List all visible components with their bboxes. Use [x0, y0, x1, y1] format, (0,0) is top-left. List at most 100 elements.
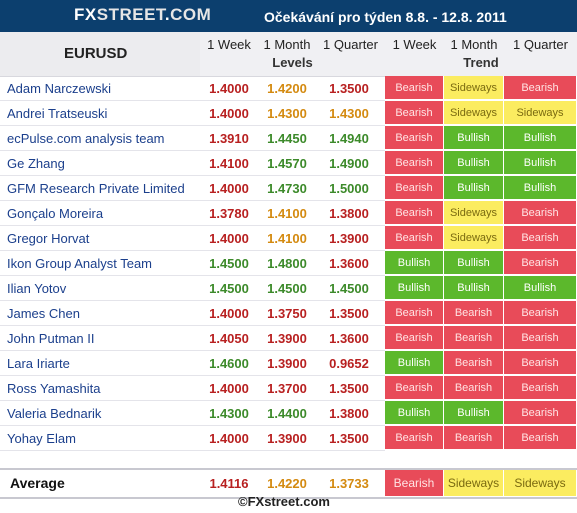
level-value: 1.4600 [209, 356, 249, 371]
level-value: 1.3780 [209, 206, 249, 221]
trend-badge: Bearish [444, 376, 504, 400]
level-value: 1.4800 [267, 256, 307, 271]
level-value: 1.3900 [267, 331, 307, 346]
level-value: 1.4100 [209, 156, 249, 171]
trend-badge: Bearish [504, 226, 577, 250]
analyst-name[interactable]: Gregor Horvat [7, 231, 90, 246]
trend-badge: Bearish [504, 301, 577, 325]
analyst-name[interactable]: ecPulse.com analysis team [7, 131, 165, 146]
analyst-name[interactable]: Adam Narczewski [7, 81, 112, 96]
trend-badge: Bearish [504, 76, 577, 100]
level-value: 1.4000 [209, 181, 249, 196]
row-divider [0, 250, 385, 251]
analyst-name[interactable]: Ilian Yotov [7, 281, 67, 296]
level-value: 1.4000 [209, 306, 249, 321]
trend-badge: Sideways [444, 101, 504, 125]
level-value: 1.4500 [209, 256, 249, 271]
trend-badge: Bullish [444, 151, 504, 175]
level-value: 1.3700 [267, 381, 307, 396]
level-value: 1.3500 [329, 306, 369, 321]
trend-badge: Bullish [444, 126, 504, 150]
trend-badge: Bearish [504, 401, 577, 425]
header-bar: FXSTREET.COM Očekávání pro týden 8.8. - … [0, 0, 577, 32]
trend-1week-header: 1 Week [392, 37, 437, 52]
fxstreet-logo[interactable]: FXSTREET.COM [74, 5, 212, 24]
trend-badge: Bullish [385, 276, 444, 300]
level-value: 1.3600 [329, 256, 369, 271]
level-value: 1.4100 [267, 231, 307, 246]
level-value: 1.3600 [329, 331, 369, 346]
level-value: 1.4900 [329, 156, 369, 171]
table-row: Gonçalo Moreira 1.3780 1.4100 1.3800 Bearish… [0, 201, 577, 226]
row-divider [0, 175, 385, 176]
level-value: 1.4000 [209, 81, 249, 96]
row-divider [0, 350, 385, 351]
row-divider [0, 150, 385, 151]
table-row: Andrei Tratseuski 1.4000 1.4300 1.4300 Beari… [0, 101, 577, 126]
levels-1week-header: 1 Week [207, 37, 251, 52]
trend-badge: Sideways [504, 101, 577, 125]
copyright-notice: ©FXstreet.com [238, 494, 330, 509]
trend-badge: Bullish [385, 251, 444, 275]
trend-badge: Bearish [385, 301, 444, 325]
analyst-name[interactable]: Andrei Tratseuski [7, 106, 108, 121]
analyst-name[interactable]: Valeria Bednarik [7, 406, 102, 421]
average-row: Average 1.4116 1.4220 1.3733 Bearish Sid… [0, 468, 577, 499]
analyst-name[interactable]: Lara Iriarte [7, 356, 70, 371]
level-value: 1.4300 [267, 106, 307, 121]
average-1month-level: 1.4220 [267, 476, 307, 491]
trend-badge: Bearish [504, 426, 577, 450]
trend-1quarter-header: 1 Quarter [513, 37, 568, 52]
analyst-name[interactable]: Gonçalo Moreira [7, 206, 104, 221]
level-value: 1.3900 [267, 431, 307, 446]
analyst-name[interactable]: Yohay Elam [7, 431, 76, 446]
analyst-name[interactable]: Ge Zhang [7, 156, 65, 171]
table-row: GFM Research Private Limited 1.4000 1.4730… [0, 176, 577, 201]
level-value: 1.4000 [209, 231, 249, 246]
analyst-name[interactable]: John Putman II [7, 331, 95, 346]
row-divider [0, 450, 385, 451]
level-value: 0.9652 [329, 356, 369, 371]
trend-badge: Bearish [444, 351, 504, 375]
levels-group-header: Levels [272, 55, 313, 70]
level-value: 1.3900 [329, 231, 369, 246]
trend-badge: Bearish [444, 301, 504, 325]
level-value: 1.3910 [209, 131, 249, 146]
level-value: 1.4000 [209, 431, 249, 446]
trend-badge: Bearish [385, 176, 444, 200]
level-value: 1.3900 [267, 356, 307, 371]
trend-badge: Sideways [444, 226, 504, 250]
trend-badge: Bearish [385, 201, 444, 225]
level-value: 1.4200 [267, 81, 307, 96]
analyst-name[interactable]: James Chen [7, 306, 80, 321]
trend-badge: Bearish [385, 126, 444, 150]
trend-group-header: Trend [463, 55, 499, 70]
level-value: 1.4500 [267, 281, 307, 296]
trend-badge: Bullish [385, 401, 444, 425]
row-divider [0, 425, 385, 426]
row-divider [0, 400, 385, 401]
analyst-name[interactable]: GFM Research Private Limited [7, 181, 185, 196]
average-1month-trend: Sideways [444, 470, 504, 497]
trend-badge: Bearish [504, 351, 577, 375]
analyst-name[interactable]: Ikon Group Analyst Team [7, 256, 153, 271]
level-value: 1.4400 [267, 406, 307, 421]
trend-badge: Bearish [385, 326, 444, 350]
level-value: 1.4500 [329, 281, 369, 296]
level-value: 1.3800 [329, 406, 369, 421]
table-row: Yohay Elam 1.4000 1.3900 1.3500 Bearish Beari… [0, 426, 577, 451]
trend-badge: Bearish [504, 251, 577, 275]
table-row: Adam Narczewski 1.4000 1.4200 1.3500 Bearish… [0, 76, 577, 101]
trend-badge: Bearish [504, 201, 577, 225]
pair-header: EURUSD [0, 32, 200, 77]
level-value: 1.4050 [209, 331, 249, 346]
trend-badge: Bearish [385, 376, 444, 400]
table-row: Ge Zhang 1.4100 1.4570 1.4900 Bearish Bullish… [0, 151, 577, 176]
table-row: Valeria Bednarik 1.4300 1.4400 1.3800 Bullis… [0, 401, 577, 426]
average-1week-level: 1.4116 [209, 476, 249, 491]
level-value: 1.4000 [209, 381, 249, 396]
trend-badge: Sideways [444, 76, 504, 100]
level-value: 1.3500 [329, 431, 369, 446]
analyst-name[interactable]: Ross Yamashita [7, 381, 101, 396]
trend-badge: Bullish [504, 126, 577, 150]
